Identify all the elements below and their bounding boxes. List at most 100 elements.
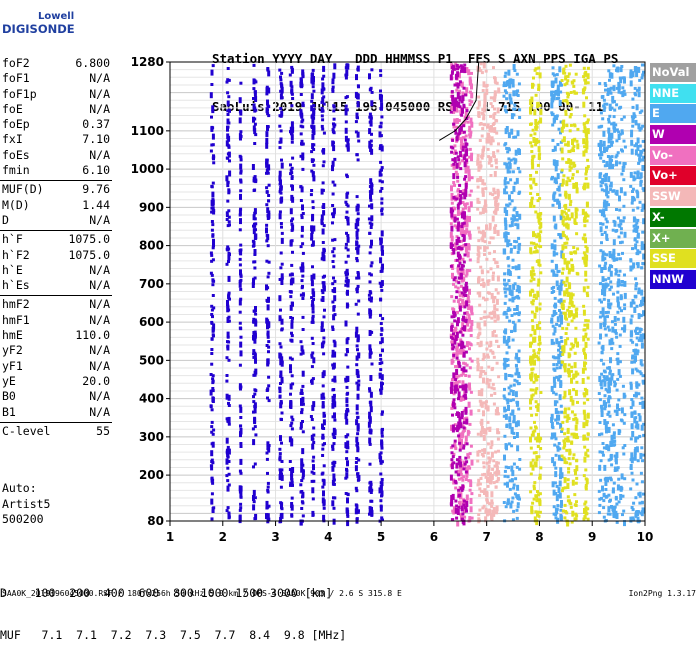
echo-point xyxy=(469,481,472,487)
echo-point xyxy=(239,194,242,200)
echo-point xyxy=(531,311,534,314)
echo-point xyxy=(469,259,472,262)
echo-point xyxy=(640,290,643,296)
echo-point xyxy=(478,115,481,118)
echo-point xyxy=(532,278,535,281)
echo-point xyxy=(568,502,571,505)
echo-point xyxy=(239,164,242,170)
echo-point xyxy=(369,401,372,407)
echo-point xyxy=(481,449,484,452)
echo-point xyxy=(301,235,304,238)
echo-point xyxy=(586,219,589,222)
echo-point xyxy=(331,466,334,472)
echo-point xyxy=(470,492,473,495)
echo-point xyxy=(585,510,588,516)
echo-point xyxy=(618,209,621,212)
echo-point xyxy=(253,64,256,67)
echo-point xyxy=(356,237,359,240)
echo-point xyxy=(239,298,242,301)
echo-point xyxy=(321,114,324,117)
echo-point xyxy=(252,245,255,248)
echo-point xyxy=(345,174,348,177)
echo-point xyxy=(453,406,456,409)
echo-point xyxy=(291,97,294,100)
echo-point xyxy=(574,413,577,416)
echo-point xyxy=(452,428,455,431)
echo-point xyxy=(311,265,314,268)
echo-point xyxy=(530,427,533,430)
echo-point xyxy=(561,148,564,154)
echo-point xyxy=(456,176,459,179)
echo-point xyxy=(555,178,558,181)
echo-point xyxy=(291,317,294,320)
echo-point xyxy=(562,304,565,310)
echo-point xyxy=(517,251,520,254)
echo-point xyxy=(607,445,610,451)
echo-point xyxy=(463,519,466,525)
echo-point xyxy=(575,232,578,235)
echo-point xyxy=(310,233,313,239)
echo-point xyxy=(487,315,490,318)
echo-point xyxy=(333,118,336,121)
echo-point xyxy=(452,248,455,251)
echo-point xyxy=(369,193,372,199)
echo-point xyxy=(485,224,488,230)
echo-point xyxy=(583,251,586,254)
echo-point xyxy=(380,103,383,109)
echo-point xyxy=(469,343,472,346)
echo-point xyxy=(466,324,469,327)
echo-point xyxy=(464,409,467,415)
echo-point xyxy=(518,214,521,220)
echo-point xyxy=(321,299,324,302)
echo-point xyxy=(471,460,474,466)
echo-point xyxy=(561,489,564,492)
echo-point xyxy=(459,268,462,271)
echo-point xyxy=(614,273,617,276)
echo-point xyxy=(254,234,257,240)
echo-point xyxy=(561,272,564,275)
echo-point xyxy=(538,308,541,311)
echo-point xyxy=(355,130,358,133)
echo-point xyxy=(636,207,639,210)
echo-point xyxy=(584,127,587,133)
echo-point xyxy=(239,442,242,445)
echo-point xyxy=(460,273,463,276)
echo-point xyxy=(322,254,325,257)
echo-point xyxy=(279,90,282,93)
echo-point xyxy=(212,64,215,67)
echo-point xyxy=(532,431,535,437)
echo-point xyxy=(491,193,494,196)
echo-point xyxy=(290,416,293,419)
echo-point xyxy=(462,104,465,107)
echo-point xyxy=(266,100,269,106)
echo-point xyxy=(530,394,533,400)
echo-point xyxy=(504,75,507,78)
echo-point xyxy=(468,99,471,102)
echo-point xyxy=(331,355,334,358)
echo-point xyxy=(290,515,293,518)
echo-point xyxy=(559,100,562,106)
echo-point xyxy=(321,107,324,113)
echo-point xyxy=(267,244,270,247)
echo-point xyxy=(564,110,567,113)
echo-point xyxy=(505,128,508,134)
echo-point xyxy=(240,158,243,161)
echo-point xyxy=(531,266,534,269)
echo-point xyxy=(622,178,625,181)
echo-point xyxy=(505,414,508,420)
echo-point xyxy=(470,307,473,313)
echo-point xyxy=(450,336,453,339)
echo-point xyxy=(611,190,614,193)
y-tick-label: 500 xyxy=(139,353,164,367)
echo-point xyxy=(617,398,620,401)
echo-point xyxy=(357,94,360,100)
echo-point xyxy=(584,216,587,219)
echo-point xyxy=(624,293,627,299)
echo-point xyxy=(281,232,284,235)
echo-point xyxy=(454,440,457,443)
echo-point xyxy=(608,387,611,393)
echo-point xyxy=(640,180,643,183)
echo-point xyxy=(464,397,467,400)
echo-point xyxy=(539,118,542,124)
echo-point xyxy=(518,498,521,501)
